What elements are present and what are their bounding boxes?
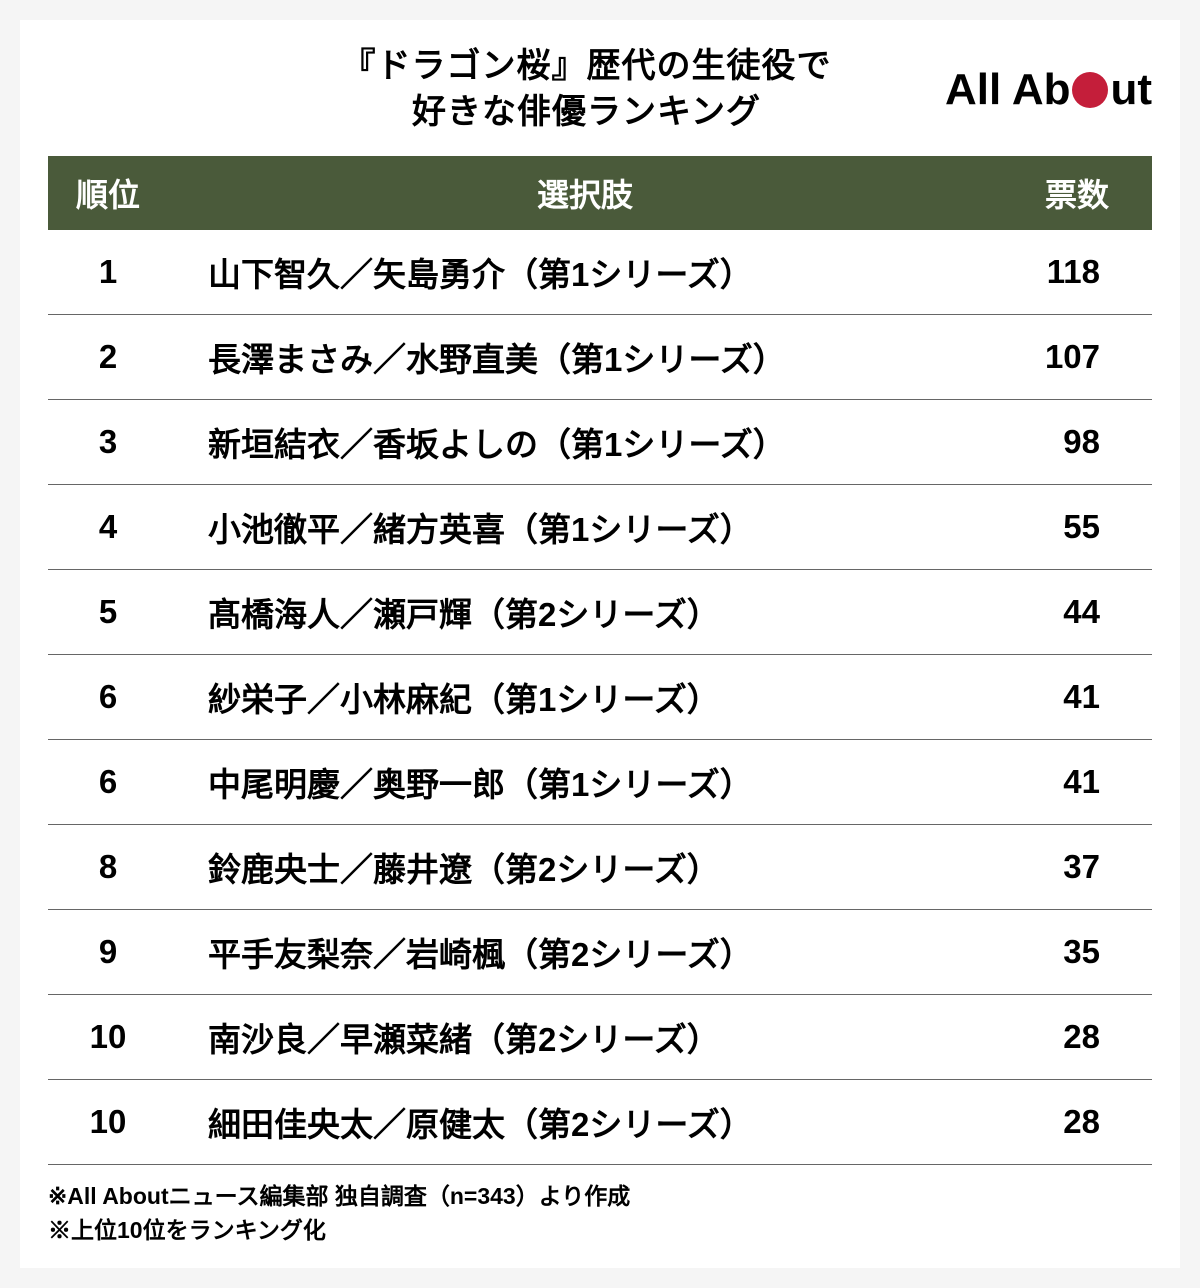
footnote-line: ※All Aboutニュース編集部 独自調査（n=343）より作成 [48,1179,1152,1214]
table-row: 4小池徹平／緒方英喜（第1シリーズ）55 [48,485,1152,570]
ranking-card: 『ドラゴン桜』歴代の生徒役で 好きな俳優ランキング All Ab ut 順位 選… [20,20,1180,1268]
cell-votes: 55 [1002,508,1152,546]
cell-rank: 10 [48,1018,168,1056]
cell-rank: 6 [48,678,168,716]
table-row: 9平手友梨奈／岩崎楓（第2シリーズ）35 [48,910,1152,995]
table-row: 1山下智久／矢島勇介（第1シリーズ）118 [48,230,1152,315]
cell-votes: 41 [1002,763,1152,801]
cell-choice: 中尾明慶／奥野一郎（第1シリーズ） [168,758,1002,806]
cell-choice: 細田佳央太／原健太（第2シリーズ） [168,1098,1002,1146]
cell-votes: 107 [1002,338,1152,376]
footnote-line: ※上位10位をランキング化 [48,1213,1152,1248]
cell-rank: 3 [48,423,168,461]
cell-votes: 37 [1002,848,1152,886]
cell-choice: 平手友梨奈／岩崎楓（第2シリーズ） [168,928,1002,976]
cell-choice: 髙橋海人／瀬戸輝（第2シリーズ） [168,588,1002,636]
table-row: 6中尾明慶／奥野一郎（第1シリーズ）41 [48,740,1152,825]
table-body: 1山下智久／矢島勇介（第1シリーズ）1182長澤まさみ／水野直美（第1シリーズ）… [48,230,1152,1165]
cell-rank: 5 [48,593,168,631]
cell-rank: 10 [48,1103,168,1141]
cell-choice: 山下智久／矢島勇介（第1シリーズ） [168,248,1002,296]
cell-choice: 長澤まさみ／水野直美（第1シリーズ） [168,333,1002,381]
allabout-logo: All Ab ut [945,65,1152,115]
cell-votes: 44 [1002,593,1152,631]
cell-votes: 41 [1002,678,1152,716]
cell-rank: 2 [48,338,168,376]
cell-votes: 98 [1002,423,1152,461]
cell-rank: 4 [48,508,168,546]
title-line-2: 好きな俳優ランキング [228,90,945,136]
table-row: 6紗栄子／小林麻紀（第1シリーズ）41 [48,655,1152,740]
cell-rank: 1 [48,253,168,291]
table-row: 10南沙良／早瀬菜緒（第2シリーズ）28 [48,995,1152,1080]
logo-dot-icon [1072,72,1108,108]
cell-votes: 118 [1002,253,1152,291]
cell-votes: 28 [1002,1103,1152,1141]
table-row: 8鈴鹿央士／藤井遼（第2シリーズ）37 [48,825,1152,910]
table-header: 順位 選択肢 票数 [48,156,1152,230]
col-header-votes: 票数 [1002,170,1152,216]
title-line-1: 『ドラゴン桜』歴代の生徒役で [228,44,945,90]
cell-choice: 新垣結衣／香坂よしの（第1シリーズ） [168,418,1002,466]
footnotes: ※All Aboutニュース編集部 独自調査（n=343）より作成※上位10位を… [48,1179,1152,1248]
cell-rank: 6 [48,763,168,801]
col-header-rank: 順位 [48,170,168,216]
logo-prefix: All Ab [945,65,1070,115]
table-row: 2長澤まさみ／水野直美（第1シリーズ）107 [48,315,1152,400]
title-block: 『ドラゴン桜』歴代の生徒役で 好きな俳優ランキング [48,44,945,136]
cell-choice: 小池徹平／緒方英喜（第1シリーズ） [168,503,1002,551]
cell-votes: 28 [1002,1018,1152,1056]
cell-rank: 9 [48,933,168,971]
cell-votes: 35 [1002,933,1152,971]
table-row: 10細田佳央太／原健太（第2シリーズ）28 [48,1080,1152,1165]
header: 『ドラゴン桜』歴代の生徒役で 好きな俳優ランキング All Ab ut [48,44,1152,136]
col-header-choice: 選択肢 [168,170,1002,216]
logo-suffix: ut [1110,65,1152,115]
cell-choice: 紗栄子／小林麻紀（第1シリーズ） [168,673,1002,721]
cell-choice: 南沙良／早瀬菜緒（第2シリーズ） [168,1013,1002,1061]
table-row: 3新垣結衣／香坂よしの（第1シリーズ）98 [48,400,1152,485]
table-row: 5髙橋海人／瀬戸輝（第2シリーズ）44 [48,570,1152,655]
cell-rank: 8 [48,848,168,886]
cell-choice: 鈴鹿央士／藤井遼（第2シリーズ） [168,843,1002,891]
